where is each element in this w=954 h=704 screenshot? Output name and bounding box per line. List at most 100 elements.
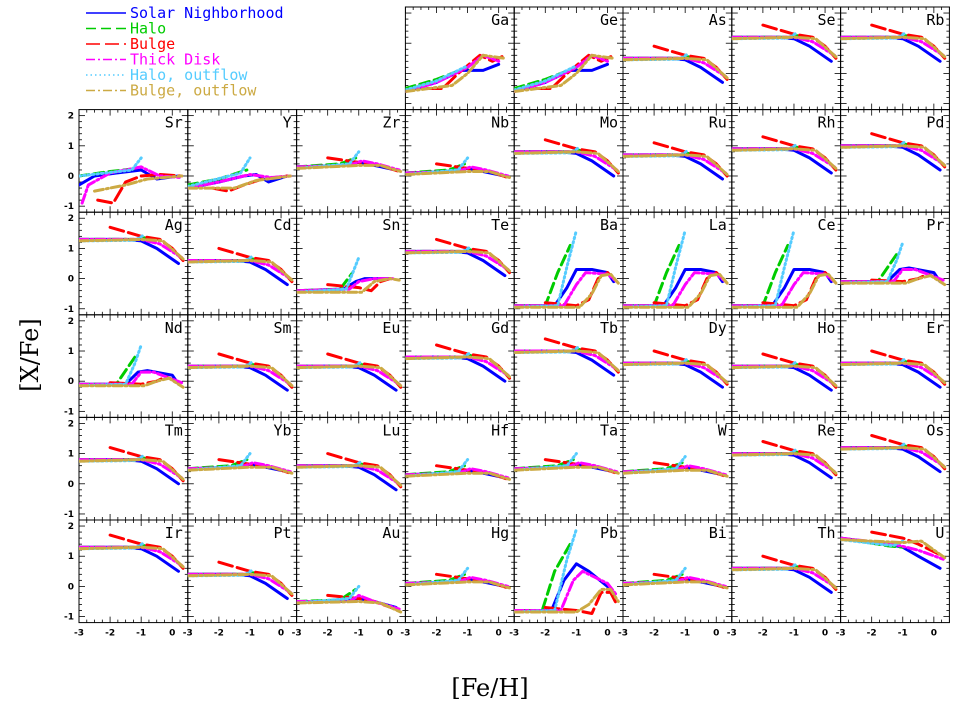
panel-bi: Bi -3 -2 -1 0 bbox=[618, 519, 733, 639]
element-label: Ga bbox=[491, 11, 509, 29]
series-line bbox=[543, 590, 619, 615]
x-tick-label: -1 bbox=[898, 629, 908, 639]
element-label: Ge bbox=[600, 11, 618, 29]
panel-yb: Yb bbox=[187, 416, 298, 521]
element-label: Ru bbox=[709, 114, 727, 132]
element-label: Hg bbox=[491, 524, 509, 542]
panel-pb: Pb -3 -2 -1 0 bbox=[509, 519, 624, 639]
panel-ce: Ce bbox=[731, 211, 842, 316]
series-line bbox=[623, 56, 729, 80]
series-group bbox=[623, 44, 729, 84]
series-line bbox=[840, 538, 947, 560]
element-label: Zr bbox=[382, 114, 400, 132]
element-label: Pb bbox=[600, 524, 618, 542]
element-label: Yb bbox=[274, 421, 292, 439]
panel-rh: Rh bbox=[731, 109, 842, 213]
element-label: Tb bbox=[600, 319, 618, 337]
x-tick-label: -3 bbox=[727, 629, 737, 639]
x-tick-label: -2 bbox=[867, 629, 877, 639]
series-line bbox=[79, 156, 143, 178]
legend-label: Solar Nighborhood bbox=[130, 4, 284, 22]
panel-u: U -3 -2 -1 0 bbox=[836, 519, 950, 639]
series-group bbox=[514, 527, 620, 615]
series-group bbox=[187, 452, 294, 475]
x-tick-label: -3 bbox=[618, 629, 628, 639]
series-line bbox=[405, 355, 511, 379]
element-label: Sr bbox=[165, 114, 183, 132]
panel-se: Se bbox=[731, 6, 842, 111]
series-group bbox=[623, 349, 729, 389]
series-group bbox=[514, 228, 620, 309]
element-label: Rb bbox=[926, 11, 944, 29]
series-line bbox=[840, 35, 947, 59]
y-tick-label: -1 bbox=[64, 305, 74, 315]
series-group bbox=[840, 434, 947, 474]
panel-ta: Ta bbox=[513, 416, 624, 521]
panel-pd: Pd bbox=[840, 109, 950, 213]
series-group bbox=[405, 458, 511, 481]
y-tick-label: -1 bbox=[64, 613, 74, 623]
series-line bbox=[623, 580, 729, 590]
series-group bbox=[840, 23, 947, 63]
panel-ge: Ge bbox=[513, 6, 624, 111]
series-line bbox=[731, 364, 838, 388]
panel-rb: Rb bbox=[840, 6, 950, 111]
panel-ru: Ru bbox=[622, 109, 733, 213]
panel-nd: Nd -1 0 1 2 bbox=[64, 314, 189, 418]
series-line bbox=[840, 144, 947, 167]
element-label: Os bbox=[926, 421, 944, 439]
series-line bbox=[514, 587, 620, 614]
x-tick-label: -1 bbox=[245, 629, 255, 639]
series-line bbox=[840, 446, 947, 469]
series-group bbox=[840, 132, 947, 172]
x-tick-label: -3 bbox=[836, 629, 846, 639]
panel-lu: Lu bbox=[296, 416, 406, 521]
panel-th: Th -3 -2 -1 0 bbox=[727, 519, 842, 639]
series-line bbox=[514, 150, 620, 173]
series-line bbox=[79, 376, 185, 389]
x-tick-label: 0 bbox=[278, 629, 284, 639]
series-line bbox=[731, 228, 796, 309]
x-tick-label: -2 bbox=[649, 629, 659, 639]
panel-sn: Sn bbox=[296, 211, 406, 316]
series-group bbox=[731, 135, 838, 175]
element-label: Pd bbox=[926, 114, 944, 132]
series-line bbox=[514, 53, 616, 93]
series-line bbox=[296, 277, 401, 294]
series-group bbox=[840, 349, 947, 389]
element-label: Hf bbox=[491, 421, 509, 439]
series-line bbox=[731, 272, 838, 309]
panel-ag: Ag -1 0 1 2 bbox=[64, 211, 189, 316]
series-group bbox=[514, 138, 620, 178]
panel-ga: Ga bbox=[404, 6, 515, 111]
element-label: Ta bbox=[600, 421, 618, 439]
x-tick-label: -1 bbox=[571, 629, 581, 639]
series-line bbox=[405, 580, 511, 590]
panel-sr: Sr -1 0 1 2 bbox=[64, 109, 189, 213]
series-line bbox=[623, 228, 687, 309]
panel-la: La bbox=[622, 211, 733, 316]
y-tick-label: 0 bbox=[68, 172, 74, 182]
series-line bbox=[731, 35, 838, 59]
x-tick-label: -3 bbox=[292, 629, 302, 639]
legend-label: Halo, outflow bbox=[130, 66, 248, 84]
element-label: Pt bbox=[274, 524, 292, 542]
series-group bbox=[405, 566, 511, 590]
element-label: Pr bbox=[926, 216, 944, 234]
element-label: Ba bbox=[600, 216, 618, 234]
x-tick-label: 0 bbox=[496, 629, 502, 639]
series-line bbox=[296, 163, 403, 173]
series-group bbox=[405, 343, 511, 383]
series-group bbox=[840, 240, 947, 287]
element-label: Cd bbox=[274, 216, 292, 234]
panel-ba: Ba bbox=[513, 211, 624, 316]
series-line bbox=[187, 156, 252, 188]
element-label: Re bbox=[818, 421, 836, 439]
element-label: La bbox=[709, 216, 727, 234]
element-label: Y bbox=[283, 114, 292, 132]
series-line bbox=[731, 452, 838, 475]
x-tick-label: 0 bbox=[604, 629, 610, 639]
series-line bbox=[623, 361, 729, 385]
panel-mo: Mo bbox=[513, 109, 624, 213]
